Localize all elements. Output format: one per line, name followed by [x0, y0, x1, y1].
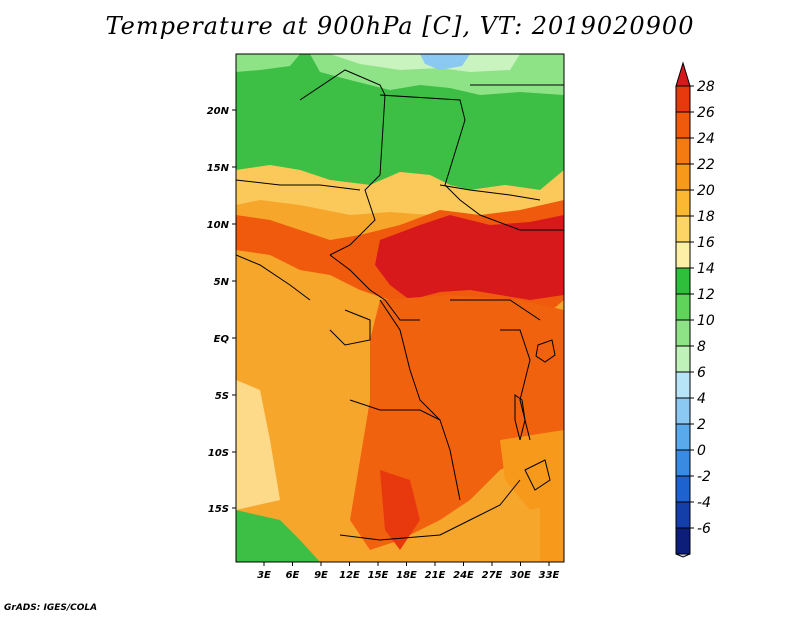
credit-label: GrADS: IGES/COLA: [4, 603, 98, 613]
colorbar-label: 22: [697, 157, 715, 173]
colorbar-label: 0: [697, 443, 706, 459]
field-yellow-se: [500, 430, 564, 510]
colorbar-swatch: [675, 423, 691, 451]
colorbar-swatch: [675, 397, 691, 425]
colorbar-swatch: [675, 111, 691, 139]
chart-title: Temperature at 900hPa [C], VT: 201902090…: [105, 12, 695, 40]
lon-label: 9E: [314, 570, 328, 581]
colorbar-swatch: [675, 501, 691, 529]
lat-label: 15S: [208, 504, 229, 515]
colorbar-swatch: [675, 449, 691, 477]
lat-label: 15N: [207, 163, 230, 174]
country-borders: [236, 69, 564, 541]
colorbar-swatch: [675, 241, 691, 269]
colorbar-label: -4: [697, 495, 711, 511]
colorbar-label: -2: [697, 469, 711, 485]
lat-label: 5N: [214, 277, 230, 288]
lon-label: 6E: [286, 570, 300, 581]
colorbar-label: 4: [697, 391, 706, 407]
colorbar-label: 24: [697, 131, 715, 147]
lake-malawi: [524, 459, 551, 491]
map-field: [236, 54, 564, 562]
field-red-core: [375, 215, 564, 300]
lon-label: 18E: [396, 570, 417, 581]
colorbar-label: -6: [697, 521, 711, 537]
field-yellow-band: [236, 165, 564, 222]
map-frame: [235, 53, 565, 563]
lon-label: 27E: [482, 570, 503, 581]
lake-tanganyika: [514, 394, 526, 441]
colorbar-swatch: [675, 85, 691, 113]
field-lightyellow-sw: [236, 380, 280, 510]
lon-label: 24E: [453, 570, 474, 581]
lat-label: 5S: [215, 391, 229, 402]
colorbar-swatch: [675, 371, 691, 399]
lat-label: EQ: [214, 334, 230, 345]
colorbar-label: 6: [697, 365, 706, 381]
colorbar-swatch: [675, 319, 691, 347]
colorbar-label: 12: [697, 287, 715, 303]
field-green-nw: [236, 54, 300, 72]
lon-label: 12E: [339, 570, 360, 581]
lat-label: 20N: [207, 106, 230, 117]
latitude-axis: 20N 15N 10N 5N EQ 5S 10S 15S: [207, 106, 236, 515]
colorbar-swatch: [675, 267, 691, 295]
field-se-corner: [540, 495, 564, 562]
lat-label: 10S: [208, 448, 229, 459]
colorbar-label: 2: [697, 417, 706, 433]
lon-label: 33E: [539, 570, 560, 581]
colorbar-swatch: [675, 345, 691, 373]
colorbar-swatch: [675, 293, 691, 321]
lat-label: 10N: [207, 220, 230, 231]
colorbar-label: 10: [697, 313, 715, 329]
colorbar-swatch: [675, 137, 691, 165]
colorbar-swatch: [675, 215, 691, 243]
lake-victoria: [535, 339, 556, 363]
colorbar-label: 14: [697, 261, 715, 277]
colorbar-swatch: [675, 189, 691, 217]
field-red-south: [380, 470, 420, 550]
colorbar-label: 26: [697, 105, 715, 121]
lon-label: 21E: [425, 570, 446, 581]
longitude-axis: 3E 6E 9E 12E 15E 18E 21E 24E 27E 30E 33E: [257, 562, 560, 581]
lon-label: 3E: [257, 570, 271, 581]
colorbar-bottom-arrow: [675, 553, 691, 558]
colorbar-swatch: [675, 475, 691, 503]
colorbar-label: 8: [697, 339, 706, 355]
field-green-sw: [236, 510, 320, 562]
field-blue-north: [420, 54, 470, 70]
colorbar-swatch: [675, 163, 691, 191]
lon-label: 15E: [368, 570, 389, 581]
lon-label: 30E: [510, 570, 531, 581]
colorbar-top-arrow: [675, 61, 691, 87]
colorbar-label: 18: [697, 209, 715, 225]
colorbar-label: 28: [697, 79, 715, 95]
colorbar-label: 20: [697, 183, 715, 199]
colorbar-swatch: [675, 527, 691, 555]
colorbar-label: 16: [697, 235, 715, 251]
